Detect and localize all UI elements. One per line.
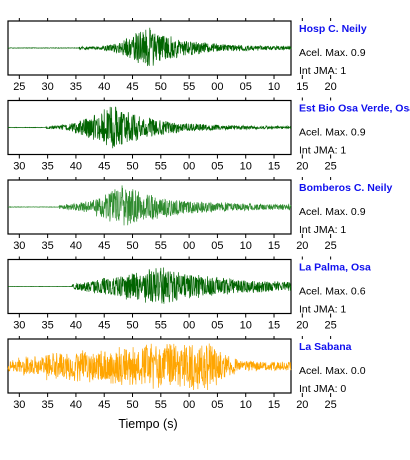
x-tick-label: 10 [240,161,252,173]
x-tick-label: 55 [155,320,167,332]
panel-4: 30 35 40 45 50 55 00 05 10 15 20 25 La Palma, Osa Ace… [7,256,371,332]
x-tick-label: 30 [13,320,25,332]
x-tick-label: 35 [41,240,53,252]
x-tick-label: 00 [183,240,195,252]
x-tick-label: 05 [240,81,252,93]
x-tick-label: 20 [296,161,308,173]
waveform-line [7,267,292,304]
x-tick-label: 40 [70,161,82,173]
int-jma-label: Int JMA: 1 [299,304,346,316]
x-tick-label: 20 [296,240,308,252]
panel-1: 25 30 35 40 45 50 55 00 05 10 15 20 Hosp C. Neily Ace… [7,18,367,93]
x-tick-label: 10 [240,320,252,332]
x-tick-label: 55 [155,240,167,252]
x-tick-label: 35 [41,320,53,332]
int-jma-label: Int JMA: 1 [299,65,346,77]
x-tick-label: 30 [13,161,25,173]
x-tick-label: 50 [155,81,167,93]
station-name: La Sabana [299,341,352,353]
x-tick-label: 50 [126,399,138,411]
x-tick-label: 40 [98,81,110,93]
x-tick-label: 25 [324,240,336,252]
waveform-line [7,27,292,67]
x-tick-label: 15 [268,399,280,411]
x-tick-label: 15 [268,240,280,252]
x-tick-label: 45 [126,81,138,93]
panel-5: 30 35 40 45 50 55 00 05 10 15 20 25 La Sabana Acel. M… [7,336,366,411]
x-tick-label: 05 [211,161,223,173]
x-tick-label: 35 [70,81,82,93]
x-tick-label: 05 [211,399,223,411]
x-tick-label: 05 [211,320,223,332]
int-jma-label: Int JMA: 1 [299,224,346,236]
station-name: Hosp C. Neily [299,23,367,35]
x-tick-label: 35 [41,161,53,173]
x-tick-label: 45 [98,161,110,173]
x-tick-label: 50 [126,320,138,332]
x-tick-label: 50 [126,240,138,252]
accel-max-label: Acel. Max. 0.9 [299,127,366,139]
x-tick-label: 15 [268,161,280,173]
station-name: Bomberos C. Neily [299,182,393,194]
accel-max-label: Acel. Max. 0.9 [299,206,366,218]
x-tick-label: 00 [183,161,195,173]
x-tick-label: 10 [240,240,252,252]
x-axis-label: Tiempo (s) [118,417,177,431]
accel-max-label: Acel. Max. 0.9 [299,47,366,59]
x-tick-label: 40 [70,320,82,332]
x-tick-label: 20 [296,320,308,332]
x-tick-label: 10 [240,399,252,411]
x-tick-label: 00 [183,320,195,332]
panel-2: 30 35 40 45 50 55 00 05 10 15 20 25 Est Bio Osa Verd… [7,97,410,173]
accel-max-label: Acel. Max. 0.6 [299,286,366,298]
x-tick-label: 40 [70,240,82,252]
x-tick-label: 20 [324,81,336,93]
x-tick-label: 25 [324,161,336,173]
int-jma-label: Int JMA: 0 [299,383,346,395]
x-tick-label: 00 [211,81,223,93]
x-tick-label: 45 [98,399,110,411]
x-tick-label: 40 [70,399,82,411]
x-tick-label: 10 [268,81,280,93]
x-tick-label: 25 [324,320,336,332]
x-tick-label: 55 [155,161,167,173]
x-tick-label: 15 [268,320,280,332]
x-tick-label: 30 [41,81,53,93]
x-tick-label: 55 [183,81,195,93]
x-tick-label: 30 [13,399,25,411]
x-tick-label: 30 [13,240,25,252]
x-tick-label: 00 [183,399,195,411]
panel-3: 30 35 40 45 50 55 00 05 10 15 20 25 Bomberos C. Neil… [7,177,393,252]
x-tick-label: 45 [98,320,110,332]
x-tick-label: 15 [296,81,308,93]
waveform-line [7,106,292,149]
x-tick-label: 55 [155,399,167,411]
station-name: La Palma, Osa [299,262,371,274]
x-tick-label: 25 [13,81,25,93]
x-tick-label: 50 [126,161,138,173]
x-tick-label: 35 [41,399,53,411]
station-name: Est Bio Osa Verde, Osa [299,103,410,115]
x-tick-label: 25 [324,399,336,411]
int-jma-label: Int JMA: 1 [299,145,346,157]
accel-max-label: Acel. Max. 0.0 [299,365,366,377]
x-tick-label: 20 [296,399,308,411]
waveform-line [7,185,292,226]
x-tick-label: 45 [98,240,110,252]
x-tick-label: 05 [211,240,223,252]
waveform-line [7,343,292,391]
